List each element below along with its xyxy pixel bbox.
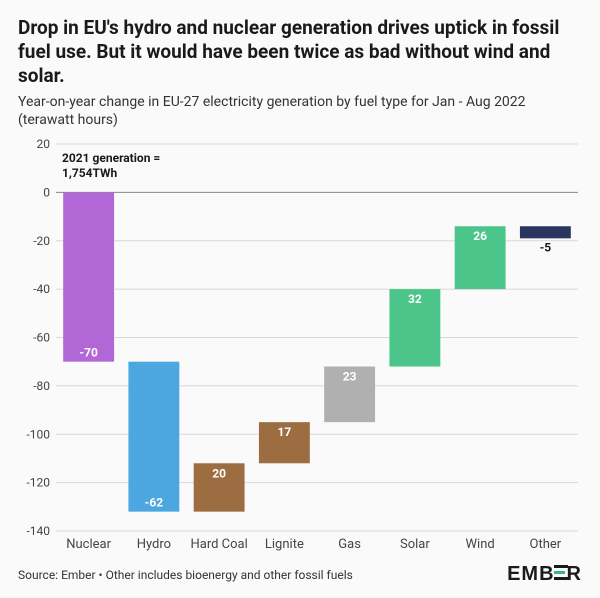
bar-value-label: 26 [473,229,487,243]
x-tick-label: Hard Coal [190,537,247,552]
y-tick-label: -120 [26,475,50,489]
baseline-note-line1: 2021 generation = [62,151,160,165]
x-tick-label: Gas [338,537,361,552]
chart-container: Drop in EU's hydro and nuclear generatio… [0,0,600,598]
ember-logo: EMBR [507,563,582,586]
y-tick-label: -140 [26,524,50,538]
source-text: Source: Ember • Other includes bioenergy… [18,568,353,582]
bar-value-label: 32 [408,292,422,306]
bar-hydro [128,361,179,511]
bar-nuclear [63,192,114,361]
chart-area: 20 0 -20 -40 -60 -80 -100 -120 -140 -70 Nuclear -62… [18,138,582,555]
bar-value-label: 20 [212,466,226,480]
x-tick-label: Hydro [137,537,171,552]
y-tick-label: -60 [33,330,50,344]
y-tick-label: -100 [26,427,50,441]
x-tick-label: Lignite [265,537,304,552]
x-tick-label: Wind [466,537,495,552]
chart-footer: Source: Ember • Other includes bioenergy… [18,555,582,586]
x-tick-label: Solar [400,537,430,552]
bar-other [520,226,571,238]
bar-value-label: 17 [277,425,291,439]
x-tick-label: Other [530,537,562,552]
logo-e-icon [554,565,568,581]
y-tick-label: -40 [33,282,50,296]
y-tick-label: -80 [33,379,50,393]
bar-value-label: -5 [540,240,552,254]
waterfall-chart: 20 0 -20 -40 -60 -80 -100 -120 -140 -70 Nuclear -62… [18,138,582,555]
baseline-note-line2: 1,754TWh [62,166,118,180]
bar-value-label: 23 [343,369,357,383]
y-tick-label: 20 [37,138,51,151]
chart-subtitle: Year-on-year change in EU-27 electricity… [18,93,582,129]
y-tick-label: -20 [33,233,50,247]
y-tick-label: 0 [43,185,50,199]
x-tick-label: Nuclear [66,537,111,552]
chart-title: Drop in EU's hydro and nuclear generatio… [18,16,582,87]
bar-value-label: -62 [145,495,164,509]
bar-value-label: -70 [79,345,98,359]
